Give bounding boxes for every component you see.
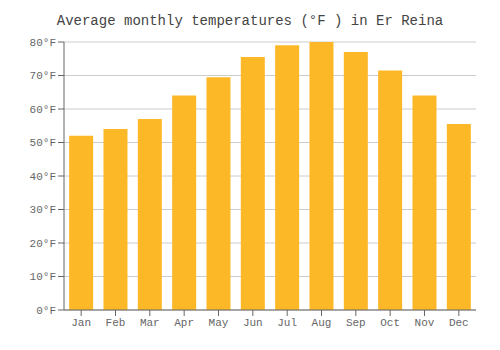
svg-text:80°F: 80°F	[30, 37, 56, 49]
svg-text:Aug: Aug	[312, 317, 332, 329]
svg-text:60°F: 60°F	[30, 104, 56, 116]
svg-text:Jun: Jun	[243, 317, 263, 329]
svg-text:Nov: Nov	[415, 317, 435, 329]
svg-text:40°F: 40°F	[30, 171, 56, 183]
svg-text:0°F: 0°F	[36, 305, 56, 317]
svg-text:Dec: Dec	[449, 317, 469, 329]
svg-text:Jan: Jan	[71, 317, 91, 329]
svg-text:Apr: Apr	[174, 317, 194, 329]
svg-text:70°F: 70°F	[30, 70, 56, 82]
svg-text:Jul: Jul	[277, 317, 297, 329]
svg-text:May: May	[209, 317, 229, 329]
html-text:Average monthly temperatures (: Average monthly temperatures (°F ) in Er…	[56, 13, 444, 29]
svg-text:Feb: Feb	[106, 317, 126, 329]
svg-text:10°F: 10°F	[30, 271, 56, 283]
svg-text:Oct: Oct	[380, 317, 400, 329]
svg-text:20°F: 20°F	[30, 238, 56, 250]
svg-text:Sep: Sep	[346, 317, 366, 329]
svg-text:Mar: Mar	[140, 317, 160, 329]
svg-text:50°F: 50°F	[30, 137, 56, 149]
svg-text:30°F: 30°F	[30, 204, 56, 216]
